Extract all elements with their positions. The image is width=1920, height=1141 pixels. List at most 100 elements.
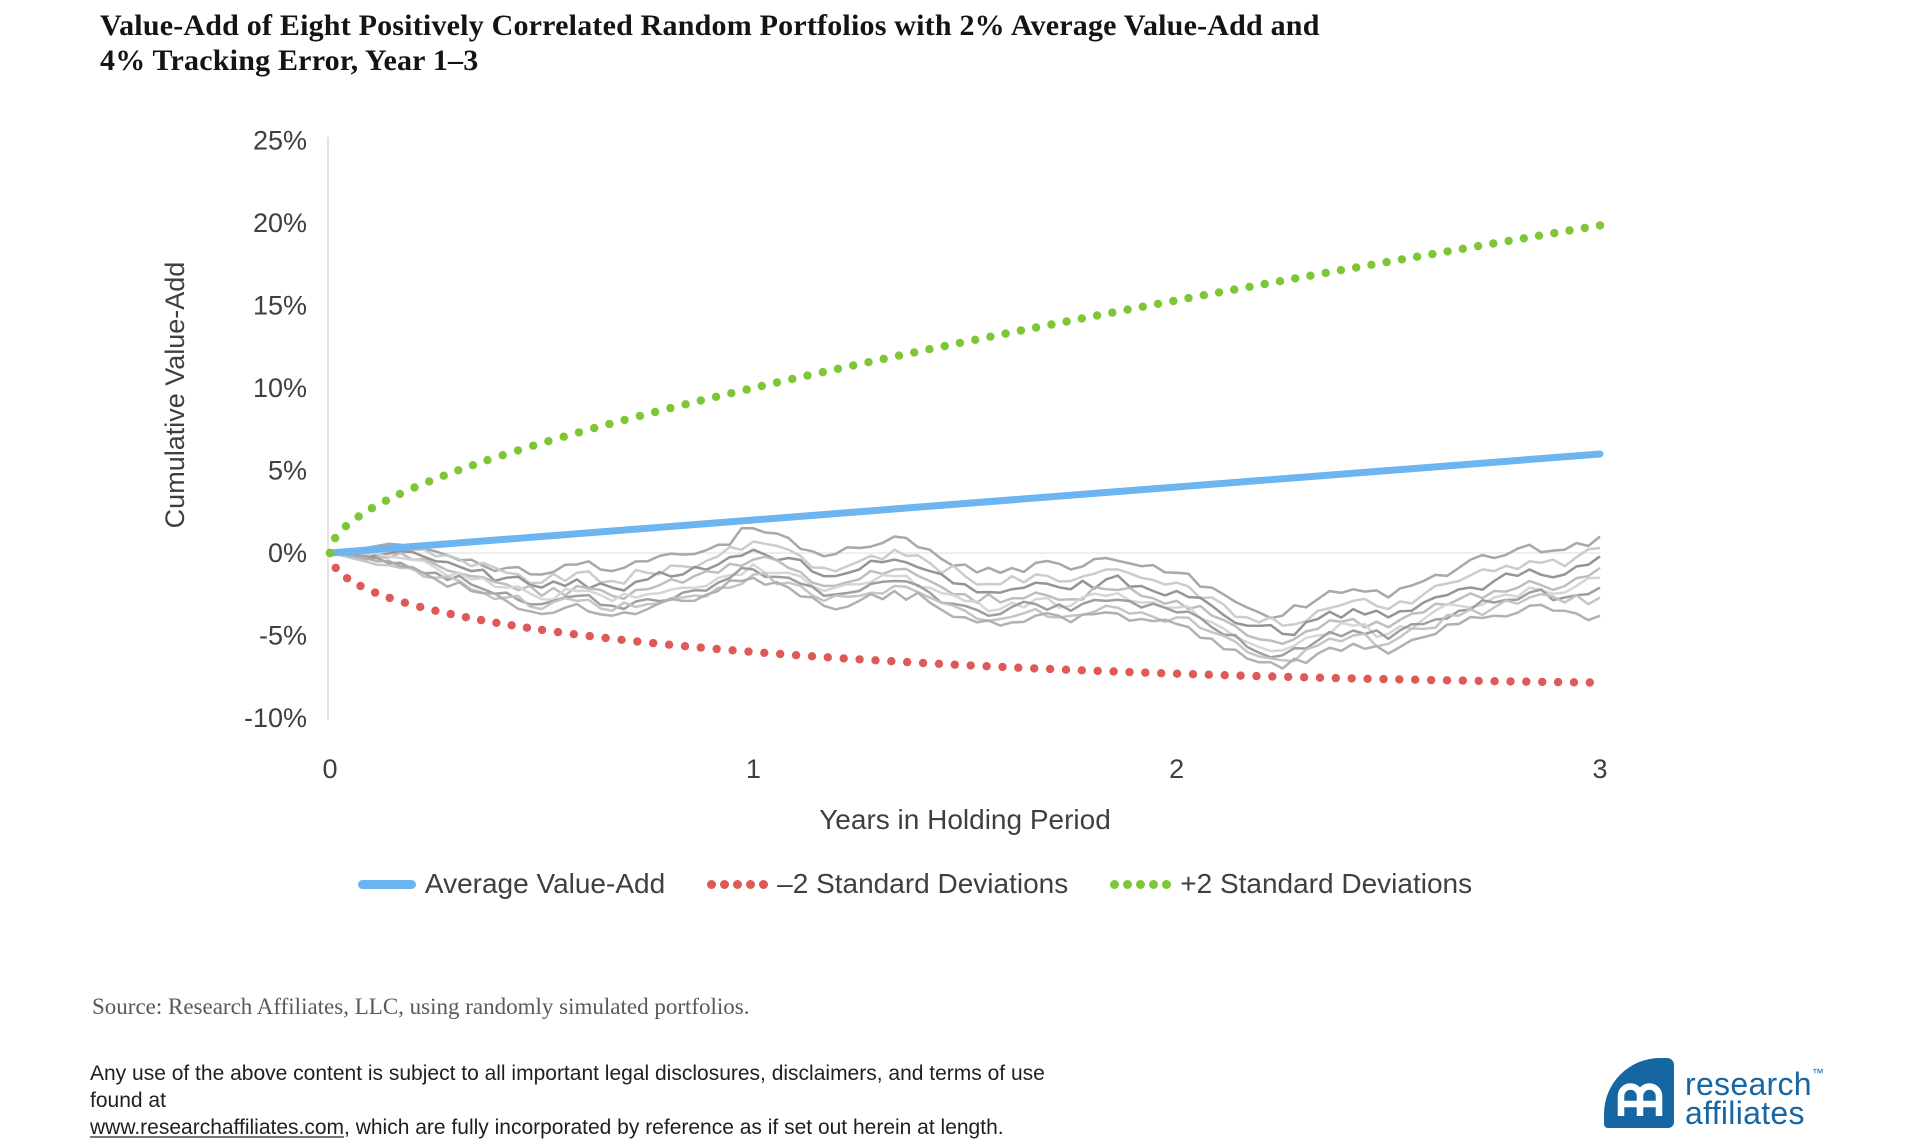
series-plus-2sd-dot — [1595, 221, 1605, 230]
series-minus-2sd-dot — [385, 593, 394, 603]
x-tick-label: 2 — [1169, 754, 1184, 784]
series-minus-2sd-dot — [476, 615, 486, 625]
series-minus-2sd-dot — [1506, 677, 1515, 686]
series-average-value-add — [326, 450, 1604, 557]
series-minus-2sd-dot — [1030, 664, 1039, 673]
series-plus-2sd-dot — [439, 471, 448, 480]
series-minus-2sd-dot — [585, 631, 594, 641]
y-tick-label: 20% — [253, 208, 307, 238]
series-plus-2sd-dot — [410, 483, 419, 492]
series-plus-2sd-dot — [1260, 279, 1269, 289]
chart-legend: Average Value-Add –2 Standard Deviations… — [230, 868, 1600, 900]
legend-label: Average Value-Add — [424, 868, 666, 899]
series-minus-2sd-dot — [1188, 670, 1198, 679]
series-minus-2sd-dot — [791, 651, 801, 660]
legend-dots-swatch-icon — [707, 879, 769, 889]
series-plus-2sd-dot — [1428, 249, 1437, 259]
series-plus-2sd-dot — [1108, 308, 1117, 317]
series-plus-2sd-dot — [879, 354, 888, 364]
legend-item-average-value-add: Average Value-Add — [357, 868, 666, 900]
research-affiliates-link[interactable]: www.researchaffiliates.com — [90, 1116, 345, 1139]
series-plus-2sd-dot — [650, 407, 660, 417]
x-tick-label: 0 — [322, 754, 337, 784]
y-axis-title: Cumulative Value-Add — [160, 262, 190, 529]
portfolio-path-7 — [329, 551, 1601, 663]
series-minus-2sd-dot — [1426, 675, 1436, 685]
series-plus-2sd-dot — [925, 345, 934, 354]
portfolio-path-8 — [329, 551, 1601, 670]
series-plus-2sd-dot — [529, 441, 538, 450]
disclaimer-text-before-link: Any use of the above content is subject … — [90, 1062, 1045, 1112]
series-minus-2sd-dot — [1014, 663, 1023, 672]
series-plus-2sd-dot — [727, 389, 736, 398]
series-minus-2sd-dot — [1268, 672, 1277, 681]
series-plus-2sd-dot — [1336, 266, 1346, 275]
series-minus-2sd-dot — [461, 613, 471, 622]
series-minus-2sd-dot — [633, 637, 642, 646]
series-plus-2sd-dot — [367, 504, 377, 513]
series-plus-2sd-dot — [711, 392, 721, 401]
series-minus-2sd-dot — [680, 642, 690, 651]
series-plus-2sd-dot — [1397, 255, 1407, 264]
portfolio-path-4 — [329, 551, 1601, 646]
y-tick-label: 15% — [253, 291, 307, 321]
series-plus-2sd-dot — [330, 533, 340, 543]
series-plus-2sd-dot — [1275, 277, 1285, 286]
legend-item-plus-2-standard-deviations: +2 Standard Deviations — [1110, 868, 1472, 900]
logo-word2: affiliates — [1685, 1094, 1805, 1131]
series-plus-2sd-dot — [772, 378, 782, 387]
series-plus-2sd-dot — [1504, 236, 1513, 246]
series-plus-2sd-dot — [1550, 228, 1559, 238]
portfolio-path-3 — [329, 548, 1601, 637]
legend-label: +2 Standard Deviations — [1180, 868, 1473, 899]
trademark-symbol: ™ — [1811, 1065, 1824, 1080]
series-minus-2sd-dot — [839, 654, 848, 663]
series-plus-2sd-dot — [818, 368, 827, 377]
series-plus-2sd-dot — [468, 461, 478, 470]
series-plus-2sd-dot — [605, 419, 614, 429]
chart-title: Value-Add of Eight Positively Correlated… — [100, 8, 1600, 78]
y-tick-label: -10% — [244, 703, 307, 733]
x-tick-label: 1 — [746, 754, 761, 784]
series-minus-2sd-dot — [1522, 677, 1531, 686]
series-minus-2sd-dot — [1569, 678, 1579, 687]
series-minus-2sd-dot — [903, 657, 912, 667]
research-affiliates-logo: research™ affiliates — [1604, 1058, 1824, 1131]
series-minus-2sd-dot — [1331, 673, 1341, 683]
series-minus-2sd-dot — [601, 633, 610, 643]
series-minus-2sd-dot — [982, 662, 991, 671]
series-plus-2sd-dot — [341, 522, 351, 531]
series-minus-2sd-dot — [1299, 673, 1309, 682]
series-minus-2sd-dot — [1538, 677, 1547, 687]
series-minus-2sd-dot — [744, 647, 753, 656]
series-plus-2sd-dot — [325, 548, 335, 558]
series-plus-2sd-dot — [1458, 244, 1468, 253]
series-plus-2sd-dot — [513, 446, 523, 455]
series-minus-2sd-dot — [918, 658, 928, 668]
series-minus-2sd-dot — [1474, 676, 1483, 686]
series-minus-2sd-dot — [1347, 674, 1356, 683]
series-plus-2sd-dot — [1245, 282, 1254, 291]
y-tick-label: 10% — [253, 373, 307, 403]
series-plus-2sd-dot — [483, 456, 492, 465]
series-plus-2sd-dot — [1047, 320, 1056, 329]
source-note: Source: Research Affiliates, LLC, using … — [92, 994, 750, 1019]
legend-label: –2 Standard Deviations — [777, 868, 1069, 899]
series-minus-2sd-dot — [1093, 666, 1102, 676]
series-minus-2sd-dot — [446, 609, 455, 619]
series-minus-2sd-dot — [331, 563, 340, 573]
series-minus-2sd-dot — [1141, 668, 1150, 677]
legend-line-swatch-icon — [357, 879, 416, 889]
series-plus-2sd-dot — [354, 512, 363, 521]
series-plus-2sd-dot — [696, 396, 705, 405]
series-plus-2sd-dot — [1382, 257, 1391, 267]
series-minus-2sd-dot — [1252, 671, 1261, 681]
series-plus-2sd-dot — [803, 371, 812, 380]
series-plus-2sd-dot — [788, 374, 797, 384]
chart-title-line2: 4% Tracking Error, Year 1–3 — [100, 44, 479, 77]
series-plus-2sd-dot — [1138, 302, 1148, 311]
series-plus-2sd-dot — [424, 477, 434, 486]
series-plus-2sd-dot — [1412, 252, 1422, 261]
series-plus-2sd-dot — [1153, 299, 1163, 308]
series-minus-2sd-dot — [537, 625, 547, 635]
